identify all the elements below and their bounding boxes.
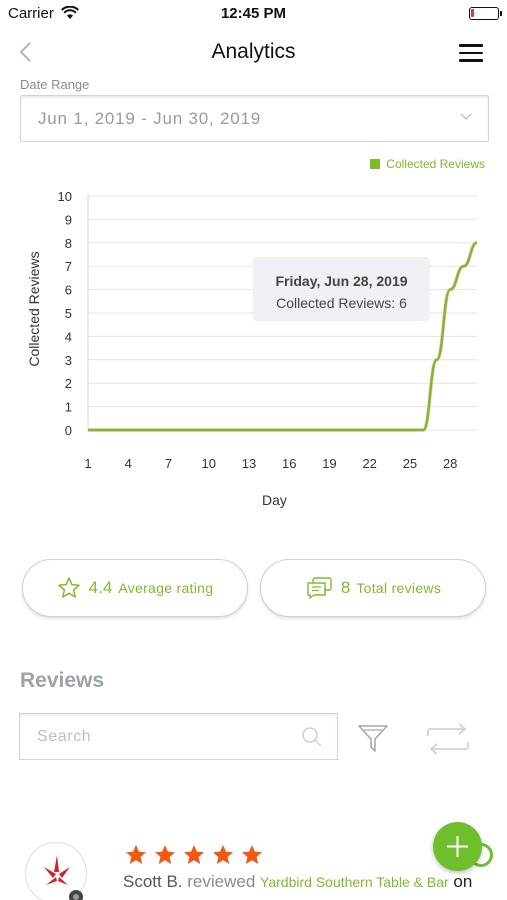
chevron-down-icon — [460, 113, 472, 121]
x-tick-label: 25 — [403, 456, 417, 471]
chart-y-axis-label: Collected Reviews — [26, 251, 42, 367]
hamburger-menu-icon[interactable] — [459, 44, 483, 62]
carrier-label: Carrier — [8, 5, 54, 22]
series-line — [87, 241, 478, 432]
chart-tooltip: Friday, Jun 28, 2019 Collected Reviews: … — [253, 257, 430, 321]
star-outline-icon — [57, 577, 80, 598]
reviews-heading: Reviews — [20, 669, 105, 692]
search-input[interactable]: Search — [19, 713, 338, 760]
total-reviews-button[interactable]: 8 Total reviews — [260, 559, 486, 617]
chart-x-axis-label: Day — [262, 492, 287, 508]
date-range-value: Jun 1, 2019 - Jun 30, 2019 — [38, 109, 262, 128]
on-word: on — [453, 872, 473, 891]
y-tick-label: 4 — [65, 329, 72, 344]
date-range-select[interactable]: Jun 1, 2019 - Jun 30, 2019 — [20, 95, 489, 142]
y-tick-label: 2 — [65, 376, 72, 391]
star-icon — [242, 845, 262, 864]
total-reviews-label: Total reviews — [356, 580, 442, 596]
average-rating-label: Average rating — [118, 580, 214, 596]
y-tick-label: 8 — [65, 236, 72, 251]
battery-icon — [469, 7, 502, 20]
x-tick-label: 4 — [125, 456, 132, 471]
nav-bar: Analytics — [0, 30, 507, 74]
avatar — [25, 842, 87, 900]
star-icon — [155, 845, 175, 864]
filter-funnel-icon[interactable] — [357, 722, 389, 754]
reviewer-name: Scott B. — [123, 872, 183, 891]
y-tick-label: 7 — [65, 259, 72, 274]
star-icon — [126, 845, 146, 864]
tooltip-value: Collected Reviews: 6 — [276, 295, 407, 311]
x-tick-label: 19 — [322, 456, 336, 471]
y-tick-label: 6 — [65, 283, 72, 298]
star-rating — [124, 843, 269, 867]
legend-swatch — [370, 159, 381, 169]
y-tick-label: 10 — [58, 189, 72, 204]
chevron-left-icon[interactable] — [16, 40, 36, 64]
reviewed-word: reviewed — [187, 872, 256, 891]
y-tick-label: 0 — [65, 423, 72, 438]
date-range-label: Date Range — [20, 77, 90, 92]
x-tick-label: 22 — [362, 456, 376, 471]
star-icon — [184, 845, 204, 864]
y-tick-label: 9 — [65, 212, 72, 227]
x-tick-label: 13 — [242, 456, 256, 471]
chat-bubbles-icon — [307, 577, 332, 599]
y-tick-label: 5 — [65, 306, 72, 321]
total-reviews-value: 8 — [340, 578, 351, 597]
wifi-icon — [61, 6, 79, 19]
legend-label: Collected Reviews — [386, 157, 485, 171]
status-time: 12:45 PM — [220, 5, 287, 22]
average-rating-value: 4.4 — [88, 578, 113, 597]
average-rating-button[interactable]: 4.4 Average rating — [22, 559, 248, 617]
search-icon — [302, 727, 322, 747]
add-review-button[interactable] — [433, 822, 482, 871]
y-tick-label: 3 — [65, 353, 72, 368]
chart-legend[interactable]: Collected Reviews — [370, 157, 485, 171]
yelp-logo-icon — [44, 855, 83, 900]
x-tick-label: 16 — [282, 456, 296, 471]
x-tick-label: 7 — [165, 456, 172, 471]
star-icon — [213, 845, 233, 864]
y-tick-label: 1 — [65, 400, 72, 415]
business-link[interactable]: Yardbird Southern Table & Bar — [260, 874, 449, 890]
tooltip-title: Friday, Jun 28, 2019 — [275, 273, 408, 289]
search-placeholder: Search — [37, 728, 92, 745]
status-bar: Carrier 12:45 PM — [0, 0, 507, 28]
plus-icon — [447, 836, 468, 857]
x-tick-label: 1 — [84, 456, 91, 471]
review-summary: Scott B. reviewed Yardbird Southern Tabl… — [123, 872, 472, 892]
swap-arrows-icon[interactable] — [424, 721, 472, 757]
x-tick-label: 10 — [201, 456, 215, 471]
x-tick-label: 28 — [443, 456, 457, 471]
page-title: Analytics — [211, 40, 296, 63]
review-list-item[interactable]: Scott B. reviewed Yardbird Southern Tabl… — [0, 815, 507, 900]
